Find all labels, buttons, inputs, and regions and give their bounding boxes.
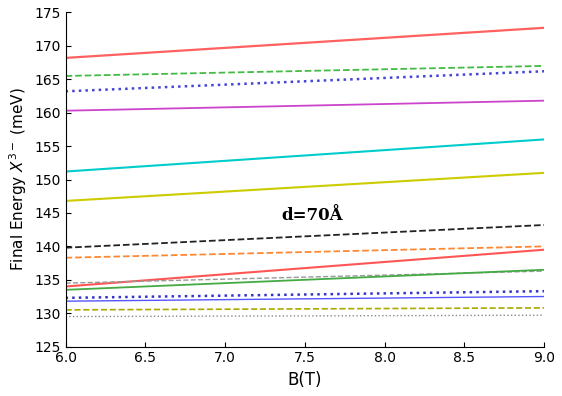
Text: d=70Å: d=70Å <box>281 207 342 224</box>
Y-axis label: Final Energy $X^{3-}$ (meV): Final Energy $X^{3-}$ (meV) <box>7 88 29 271</box>
X-axis label: B(T): B(T) <box>288 371 322 389</box>
